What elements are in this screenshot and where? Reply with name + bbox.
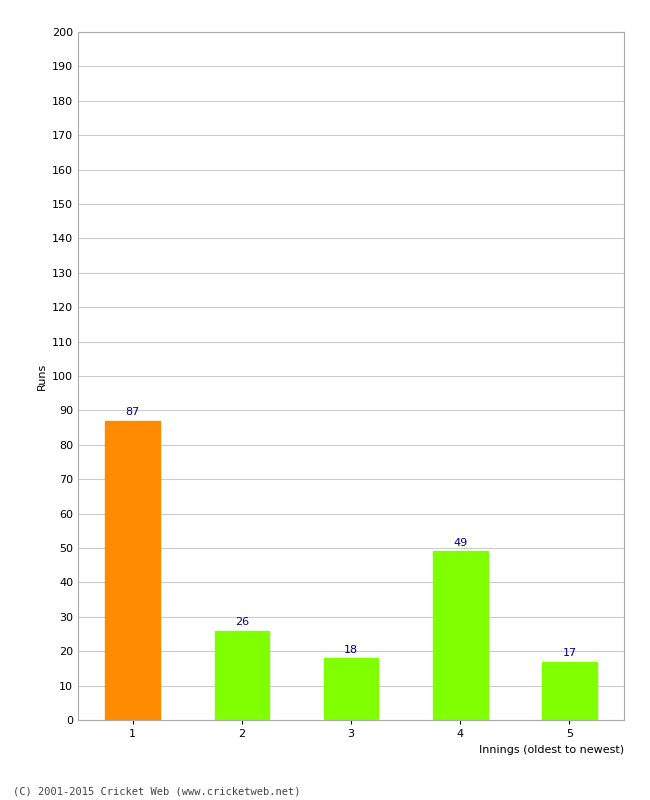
X-axis label: Innings (oldest to newest): Innings (oldest to newest) [479,745,624,754]
Text: 17: 17 [562,648,577,658]
Bar [214,630,269,720]
Text: (C) 2001-2015 Cricket Web (www.cricketweb.net): (C) 2001-2015 Cricket Web (www.cricketwe… [13,786,300,796]
Text: 87: 87 [125,407,140,418]
Text: 18: 18 [344,645,358,654]
Bar [542,662,597,720]
Y-axis label: Runs: Runs [36,362,46,390]
Bar [324,658,378,720]
Bar [433,551,488,720]
Text: 26: 26 [235,617,249,627]
Text: 49: 49 [453,538,467,548]
Bar [105,421,160,720]
